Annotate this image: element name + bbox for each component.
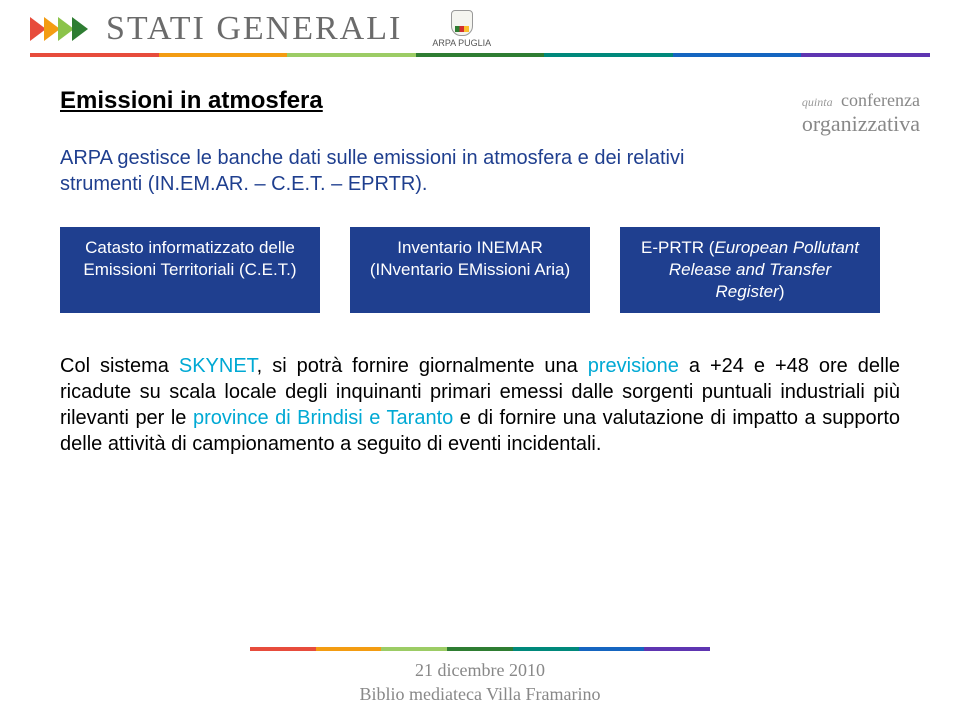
box-eprtr: E-PRTR (European Pollutant Release and T… bbox=[620, 227, 880, 313]
section-title: Emissioni in atmosfera bbox=[60, 87, 900, 115]
conference-label: quinta conferenza organizzativa bbox=[802, 90, 920, 137]
highlight-previsione: previsione bbox=[588, 355, 679, 377]
footer: 21 dicembre 2010 Biblio mediateca Villa … bbox=[0, 647, 960, 706]
header: STATI GENERALI ARPA PUGLIA bbox=[0, 0, 960, 53]
intro-paragraph: ARPA gestisce le banche dati sulle emiss… bbox=[60, 145, 740, 197]
footer-color-bar bbox=[250, 647, 710, 651]
arpa-logo: ARPA PUGLIA bbox=[432, 10, 491, 48]
header-color-bar bbox=[30, 53, 930, 57]
box-line: (INventario EMissioni Aria) bbox=[364, 259, 576, 281]
footer-date: 21 dicembre 2010 bbox=[0, 659, 960, 682]
footer-place: Biblio mediateca Villa Framarino bbox=[0, 683, 960, 706]
highlight-province: province di Brindisi e Taranto bbox=[193, 407, 453, 429]
box-inemar: Inventario INEMAR (INventario EMissioni … bbox=[350, 227, 590, 313]
conference-word: conferenza bbox=[841, 90, 920, 110]
chevron-icon bbox=[72, 17, 88, 41]
box-line: Emissioni Territoriali (C.E.T.) bbox=[74, 259, 306, 281]
brand-title: STATI GENERALI bbox=[106, 10, 402, 48]
box-line: Catasto informatizzato delle bbox=[74, 237, 306, 259]
shield-icon bbox=[451, 10, 473, 36]
chevron-logo bbox=[30, 17, 86, 41]
box-line: Release and Transfer Register) bbox=[634, 259, 866, 303]
box-line: E-PRTR (European Pollutant bbox=[634, 237, 866, 259]
box-cet: Catasto informatizzato delle Emissioni T… bbox=[60, 227, 320, 313]
info-boxes-row: Catasto informatizzato delle Emissioni T… bbox=[60, 227, 900, 313]
arpa-label: ARPA PUGLIA bbox=[432, 38, 491, 48]
box-line: Inventario INEMAR bbox=[364, 237, 576, 259]
conference-type: organizzativa bbox=[802, 111, 920, 137]
body-paragraph: Col sistema SKYNET, si potrà fornire gio… bbox=[60, 353, 900, 457]
highlight-skynet: SKYNET bbox=[179, 355, 257, 377]
conference-ordinal: quinta bbox=[802, 95, 833, 109]
